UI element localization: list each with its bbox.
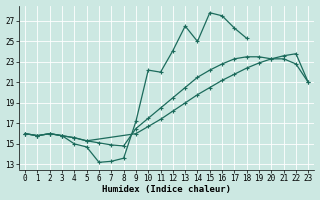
X-axis label: Humidex (Indice chaleur): Humidex (Indice chaleur): [102, 185, 231, 194]
